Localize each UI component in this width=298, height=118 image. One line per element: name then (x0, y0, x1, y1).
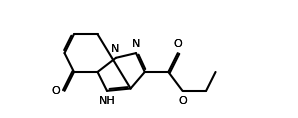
Text: O: O (178, 96, 187, 106)
Circle shape (100, 89, 114, 103)
Circle shape (176, 89, 189, 103)
Text: NH: NH (99, 96, 115, 106)
Text: O: O (52, 86, 60, 96)
Text: N: N (111, 44, 120, 54)
Circle shape (171, 42, 184, 55)
Text: O: O (173, 39, 182, 49)
Text: O: O (173, 39, 182, 49)
Text: N: N (132, 39, 140, 49)
Circle shape (54, 84, 67, 97)
Text: O: O (52, 86, 60, 96)
Text: O: O (178, 96, 187, 106)
Text: NH: NH (99, 96, 115, 106)
Circle shape (129, 42, 143, 55)
Text: N: N (132, 39, 140, 49)
Circle shape (109, 47, 122, 60)
Text: N: N (111, 44, 120, 54)
